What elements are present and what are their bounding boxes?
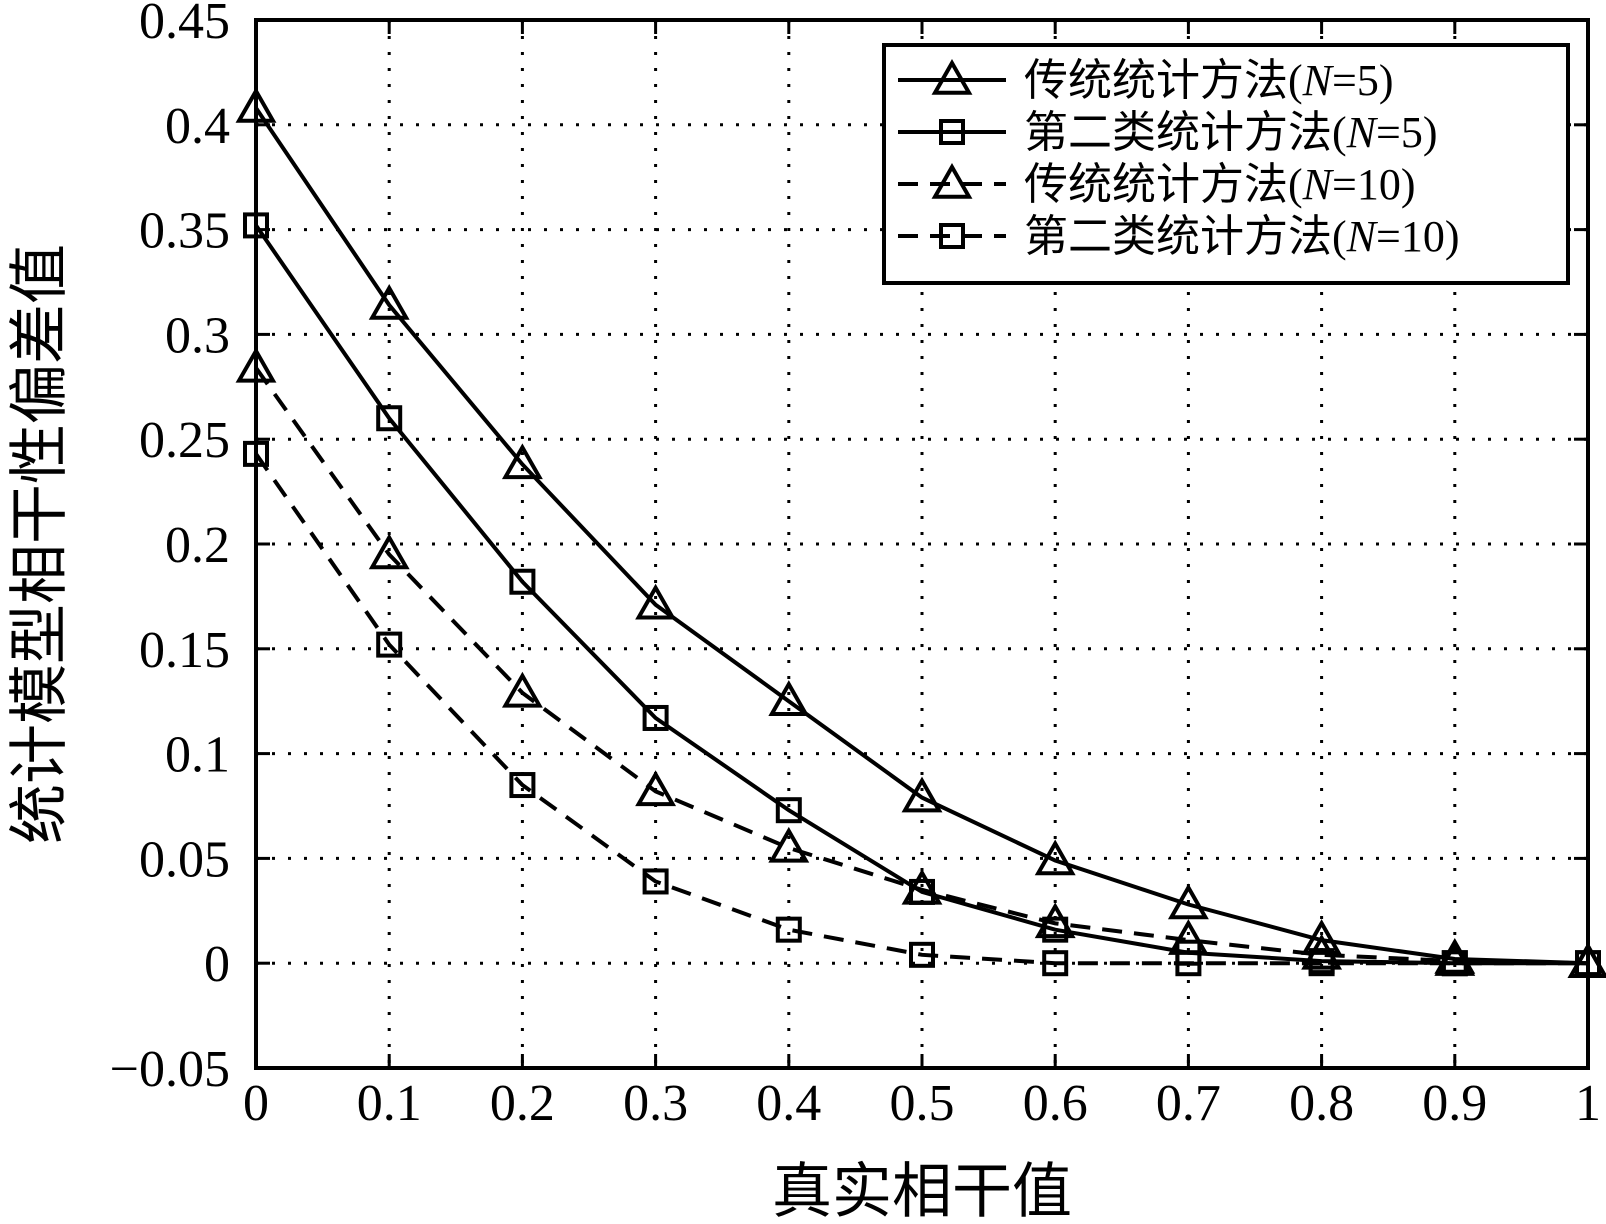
data-point <box>376 405 403 432</box>
x-tick-label: 0.9 <box>1422 1075 1487 1132</box>
x-tick-label: 0.2 <box>490 1075 555 1132</box>
series-2 <box>243 212 1601 977</box>
legend-entry: 传统统计方法(N=10) <box>898 160 1415 209</box>
data-point <box>909 941 935 968</box>
data-point <box>1034 902 1076 939</box>
data-point <box>1175 950 1202 977</box>
x-tick-label: 0 <box>243 1075 269 1132</box>
legend-entry: 第二类统计方法(N=5) <box>898 108 1437 157</box>
legend-entry: 第二类统计方法(N=10) <box>898 212 1459 261</box>
data-point <box>501 443 543 480</box>
legend-label: 第二类统计方法(N=5) <box>1024 108 1437 157</box>
data-point <box>1042 916 1069 943</box>
data-point <box>775 916 802 943</box>
data-point <box>509 568 536 595</box>
legend-label: 第二类统计方法(N=10) <box>1024 212 1459 261</box>
legend-marker <box>939 223 965 249</box>
legend-entry: 传统统计方法(N=5) <box>898 56 1393 105</box>
x-tick-label: 0.7 <box>1156 1075 1221 1132</box>
x-tick-label: 1 <box>1575 1075 1601 1132</box>
data-point <box>1034 839 1076 876</box>
legend-marker <box>931 58 973 95</box>
legend-box <box>882 43 1570 285</box>
y-tick-label: 0.45 <box>139 0 230 50</box>
series-line <box>254 366 1589 966</box>
data-point <box>768 680 810 716</box>
y-tick-label: 0.35 <box>139 203 230 260</box>
data-point <box>501 671 543 708</box>
x-tick-label: 0.5 <box>890 1075 955 1132</box>
data-point <box>635 583 677 620</box>
data-point <box>642 868 669 895</box>
data-point <box>775 797 802 824</box>
x-tick-label: 0.4 <box>756 1075 821 1132</box>
x-axis-title: 真实相干值 <box>772 1159 1072 1224</box>
data-point <box>901 868 943 905</box>
x-tick-label: 0.3 <box>623 1075 688 1132</box>
data-point <box>243 440 269 467</box>
data-point <box>368 284 410 320</box>
data-point <box>768 826 810 863</box>
data-point <box>1167 883 1209 920</box>
series-line <box>254 106 1589 966</box>
legend-label: 传统统计方法(N=10) <box>1024 160 1415 209</box>
y-tick-label: 0.2 <box>165 517 230 574</box>
data-point <box>235 346 277 383</box>
legend-label: 传统统计方法(N=5) <box>1024 56 1393 105</box>
data-point <box>376 631 403 658</box>
series-4 <box>243 440 1601 977</box>
series <box>235 87 1606 978</box>
y-tick-label: 0.3 <box>165 307 230 364</box>
data-point <box>642 704 669 731</box>
y-axis-title: 统计模型相干性偏差值 <box>7 244 73 844</box>
data-point <box>1308 950 1335 977</box>
y-tick-label: 0.1 <box>165 727 230 784</box>
data-point <box>1575 950 1601 977</box>
y-tick-label: 0.15 <box>139 622 230 679</box>
tick-labels: 0 0.1 0.2 0.3 0.4 0.5 0.6 0.7 0.8 0.9 1−0.0500.050… <box>110 0 1601 1132</box>
x-tick-label: 0.6 <box>1023 1075 1088 1132</box>
data-point <box>368 533 410 570</box>
data-point <box>235 87 277 123</box>
y-tick-label: 0 <box>204 936 230 993</box>
x-tick-label: 0.8 <box>1289 1075 1354 1132</box>
x-tick-label: 0.1 <box>357 1075 422 1132</box>
legend-marker <box>931 162 973 199</box>
data-point <box>243 212 269 239</box>
series-line <box>254 452 1588 966</box>
y-tick-label: 0.25 <box>139 412 230 469</box>
data-point <box>635 770 677 807</box>
y-tick-label: 0.05 <box>139 831 230 888</box>
y-tick-label: 0.4 <box>165 98 230 155</box>
legend: 传统统计方法(N=5)第二类统计方法(N=5)传统统计方法(N=10)第二类统计… <box>882 43 1570 285</box>
y-tick-label: −0.05 <box>110 1041 230 1098</box>
data-point <box>901 776 943 813</box>
ticks <box>254 18 1590 1070</box>
data-point <box>1042 950 1069 977</box>
data-point <box>1441 950 1468 977</box>
data-point <box>509 772 536 799</box>
legend-marker <box>939 119 965 145</box>
